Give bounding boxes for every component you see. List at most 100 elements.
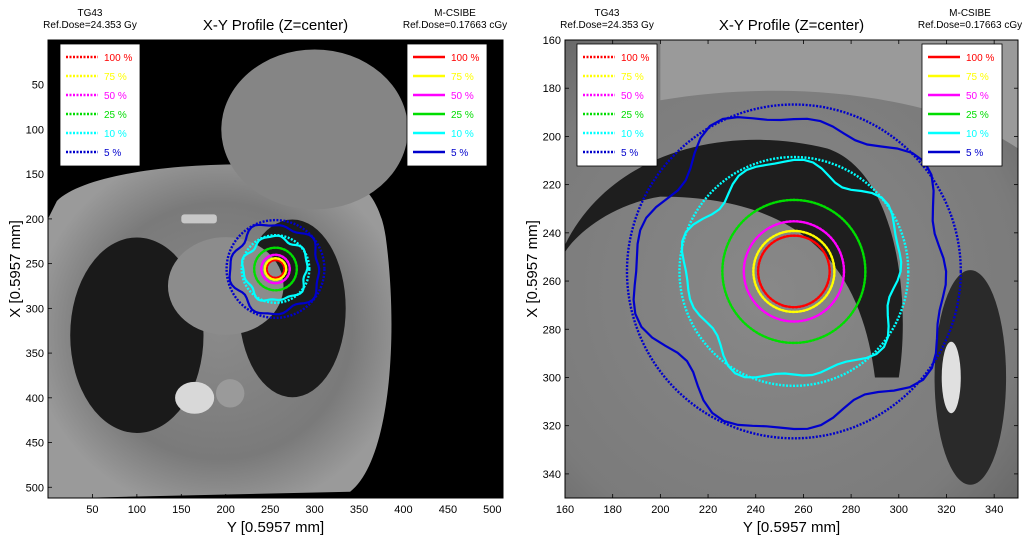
y-axis-label: X [0.5957 mm] — [524, 220, 541, 318]
y-axis: 50 100 150 200 250 300 350 400 450 500 — [26, 80, 503, 494]
y-tick-label: 240 — [543, 228, 561, 240]
legend-label: 10 % — [621, 129, 644, 140]
ct-soft-tissue — [221, 49, 408, 210]
legend-label: 5 % — [966, 148, 983, 159]
isodose-tg43-75-percent — [263, 257, 288, 281]
isodose-tg43-25-percent — [252, 246, 298, 292]
legend-label: 5 % — [621, 148, 638, 159]
y-tick-label: 260 — [543, 276, 561, 288]
y-tick-label: 160 — [543, 35, 561, 47]
legend-label: 25 % — [966, 110, 989, 121]
ct-vertebra — [175, 381, 215, 414]
x-tick-label: 240 — [747, 504, 765, 516]
legend-label: 50 % — [966, 91, 989, 102]
legend-label: 100 % — [451, 53, 479, 64]
x-tick-label: 300 — [890, 504, 908, 516]
legend-left: 100 % 75 % 50 % 25 % 10 % 5 % — [576, 43, 658, 167]
isodose-tg43-10-percent — [678, 155, 910, 388]
isodose-tg43-50-percent — [260, 253, 291, 285]
legend-label: 5 % — [451, 148, 468, 159]
legend-right: 100 % 75 % 50 % 25 % 10 % 5 % — [406, 43, 488, 167]
y-axis: 160 180 200 220 240 260 280 300 320 340 — [543, 35, 1018, 481]
legend-right: 100 % 75 % 50 % 25 % 10 % 5 % — [921, 43, 1003, 167]
x-tick-label: 400 — [394, 504, 412, 516]
y-tick-label: 200 — [26, 214, 44, 226]
legend-label: 50 % — [451, 91, 474, 102]
isodose-lines — [625, 103, 962, 440]
isodose-mcsibe-10-percent — [240, 234, 309, 302]
x-tick-label: 150 — [172, 504, 190, 516]
legend-box — [921, 43, 1003, 167]
legend-label: 75 % — [104, 72, 127, 83]
isodose-mcsibe-50-percent — [742, 220, 846, 323]
x-tick-label: 350 — [350, 504, 368, 516]
legend-box — [576, 43, 658, 167]
legend-label: 10 % — [966, 129, 989, 140]
legend-label: 75 % — [451, 72, 474, 83]
ct-aorta — [215, 379, 245, 408]
isodose-tg43-50-percent — [742, 220, 846, 323]
isodose-tg43-100-percent — [265, 258, 286, 280]
header-left-line: TG43 — [77, 8, 102, 19]
x-axis-label: Y [0.5957 mm] — [743, 519, 840, 536]
isodose-tg43-75-percent — [752, 229, 836, 314]
isodose-lines — [225, 218, 326, 320]
chart-title: X-Y Profile (Z=center) — [203, 17, 348, 34]
x-tick-label: 260 — [794, 504, 812, 516]
y-tick-label: 300 — [543, 372, 561, 384]
x-tick-label: 300 — [305, 504, 323, 516]
legend-label: 100 % — [966, 53, 994, 64]
x-tick-label: 340 — [985, 504, 1003, 516]
isodose-mcsibe-10-percent — [680, 158, 903, 379]
x-axis: 160 180 200 220 240 260 280 300 320 340 — [556, 40, 1003, 516]
y-tick-label: 350 — [26, 348, 44, 360]
ct-sternum — [181, 214, 217, 224]
header-right-line: M-CSIBE — [434, 8, 476, 19]
isodose-mcsibe-5-percent — [228, 223, 321, 316]
x-axis: 50 100 150 200 250 300 350 400 450 500 — [86, 40, 502, 516]
legend-label: 25 % — [451, 110, 474, 121]
chart-title: X-Y Profile (Z=center) — [719, 17, 864, 34]
ct-lung — [565, 139, 903, 378]
isodose-mcsibe-5-percent — [632, 115, 948, 431]
y-tick-label: 180 — [543, 83, 561, 95]
x-tick-label: 220 — [699, 504, 717, 516]
y-axis-label: X [0.5957 mm] — [7, 220, 24, 318]
legend-label: 100 % — [104, 53, 132, 64]
isodose-tg43-100-percent — [756, 234, 831, 309]
x-tick-label: 200 — [651, 504, 669, 516]
y-tick-label: 320 — [543, 421, 561, 433]
y-tick-label: 500 — [26, 482, 44, 494]
isodose-tg43-5-percent — [225, 218, 326, 320]
legend-box — [59, 43, 141, 167]
y-tick-label: 50 — [32, 80, 44, 92]
y-tick-label: 400 — [26, 393, 44, 405]
legend-label: 25 % — [104, 110, 127, 121]
x-tick-label: 180 — [604, 504, 622, 516]
x-tick-label: 280 — [842, 504, 860, 516]
legend-label: 50 % — [621, 91, 644, 102]
header-right-line: M-CSIBE — [949, 8, 991, 19]
plot-frame — [564, 39, 1019, 499]
header-left-line: TG43 — [594, 8, 619, 19]
header-left-line: Ref.Dose=24.353 Gy — [560, 20, 654, 31]
x-tick-label: 160 — [556, 504, 574, 516]
x-tick-label: 450 — [439, 504, 457, 516]
x-tick-label: 500 — [483, 504, 501, 516]
legend-label: 50 % — [104, 91, 127, 102]
legend-label: 75 % — [621, 72, 644, 83]
y-tick-label: 340 — [543, 469, 561, 481]
plot-frame — [47, 39, 504, 499]
x-tick-label: 250 — [261, 504, 279, 516]
y-tick-label: 100 — [26, 124, 44, 136]
ct-heart — [167, 237, 284, 335]
legend-left: 100 % 75 % 50 % 25 % 10 % 5 % — [59, 43, 141, 167]
y-tick-label: 150 — [26, 169, 44, 181]
legend-label: 5 % — [104, 148, 121, 159]
legend-label: 10 % — [104, 129, 127, 140]
y-tick-label: 250 — [26, 259, 44, 271]
isodose-tg43-25-percent — [721, 198, 867, 345]
x-tick-label: 50 — [86, 504, 98, 516]
